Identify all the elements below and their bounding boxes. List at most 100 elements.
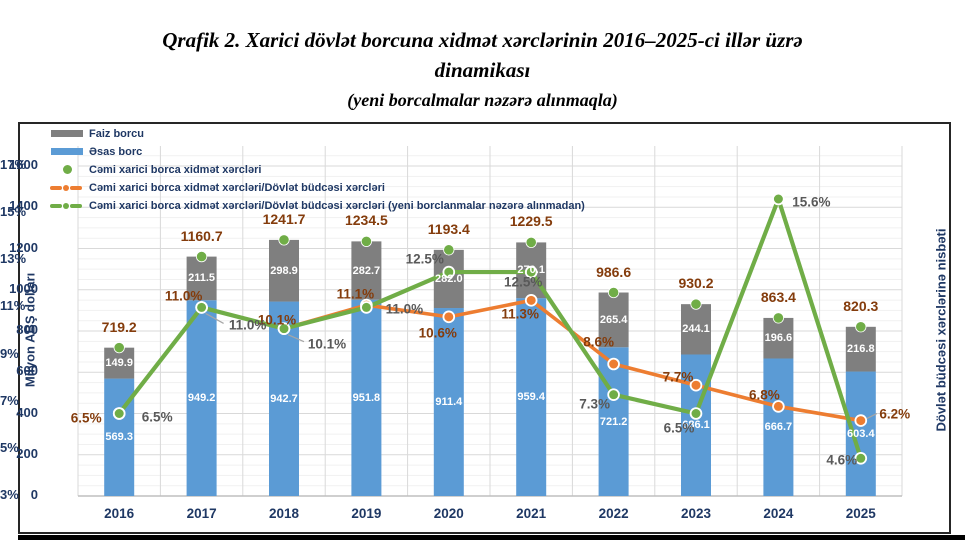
total-point-marker xyxy=(690,298,702,310)
orange-ratio-label: 10.1% xyxy=(257,312,297,328)
right-axis-tick: 17% xyxy=(0,157,27,172)
right-axis-tick: 15% xyxy=(0,204,27,220)
bar-faiz-borcu xyxy=(433,249,464,309)
legend-item: Cəmi xarici borca xidmət xərcləri/Dövlət… xyxy=(50,198,585,213)
total-value-label: 863.4 xyxy=(760,288,796,305)
orange-ratio-label: 6.8% xyxy=(749,387,780,403)
left-axis-tick: 800 xyxy=(16,322,38,337)
green-ratio-label: 4.6% xyxy=(826,452,858,468)
blue-segment-value: 666.7 xyxy=(764,421,793,434)
x-axis-year: 2019 xyxy=(351,506,382,521)
total-point-marker xyxy=(525,236,537,249)
x-axis-year: 2021 xyxy=(516,506,547,521)
total-value-label: 820.3 xyxy=(843,297,879,314)
total-value-label: 719.2 xyxy=(101,318,137,335)
legend-bar-swatch-icon xyxy=(50,130,84,137)
total-point-marker xyxy=(360,235,372,247)
right-axis-tick: 7% xyxy=(0,392,19,408)
bottom-rule xyxy=(18,535,965,540)
right-axis-title: Dövlət büdcəsi xərclərinə nisbəti xyxy=(933,228,949,432)
left-axis-tick: 1400 xyxy=(9,198,38,214)
gray-segment-value: 211.5 xyxy=(188,272,216,285)
x-axis-year: 2022 xyxy=(598,506,629,521)
total-value-label: 986.6 xyxy=(596,263,632,280)
bar-faiz-borcu xyxy=(598,292,629,348)
x-axis-year: 2017 xyxy=(186,506,217,521)
total-point-marker xyxy=(278,234,290,246)
gray-segment-value: 270.1 xyxy=(517,264,545,277)
right-axis-tick: 9% xyxy=(0,345,19,361)
gray-segment-value: 282.0 xyxy=(435,272,463,285)
green-ratio-label: 10.1% xyxy=(307,336,347,352)
blue-segment-value: 686.1 xyxy=(682,419,710,432)
gray-segment-value: 282.7 xyxy=(352,264,381,277)
leader-line xyxy=(205,312,224,324)
total-value-label: 1229.5 xyxy=(509,213,553,230)
legend-item-label: Əsas borc xyxy=(89,145,143,158)
total-value-label: 1241.7 xyxy=(262,210,306,227)
green-ratio-label: 12.5% xyxy=(504,274,543,290)
green-line-marker xyxy=(607,388,620,401)
blue-segment-value: 603.4 xyxy=(847,427,875,440)
legend-item-label: Faiz borcu xyxy=(89,127,145,140)
orange-line-marker xyxy=(442,310,456,324)
legend-dot-marker-icon xyxy=(50,165,84,174)
gray-segment-value: 196.6 xyxy=(764,332,793,345)
green-ratio-label: 6.5% xyxy=(663,420,695,435)
x-axis-year: 2016 xyxy=(104,506,135,521)
total-point-marker xyxy=(772,312,785,324)
bar-faiz-borcu xyxy=(681,304,711,355)
legend-item: Faiz borcu xyxy=(50,126,144,141)
bar-esas-borc xyxy=(516,298,547,496)
bar-esas-borc xyxy=(351,299,382,496)
x-axis-year: 2018 xyxy=(268,506,300,521)
orange-ratio-label: 11.1% xyxy=(336,286,375,302)
bar-faiz-borcu xyxy=(186,256,217,301)
bar-esas-borc xyxy=(763,358,794,496)
chart-title-line1: Qrafik 2. Xarici dövlət borcuna xidmət x… xyxy=(162,28,803,52)
green-ratio-label: 11.0% xyxy=(385,301,424,317)
total-value-label: 1193.4 xyxy=(427,220,470,237)
green-line-marker xyxy=(689,407,703,420)
orange-ratio-label: 11.0% xyxy=(164,288,203,304)
blue-segment-value: 942.7 xyxy=(270,392,298,405)
green-line-marker xyxy=(442,265,456,279)
left-axis-tick: 600 xyxy=(16,363,38,379)
gray-segment-value: 298.9 xyxy=(270,264,298,277)
bar-faiz-borcu xyxy=(351,241,382,300)
bar-esas-borc xyxy=(433,308,464,496)
left-axis-tick: 400 xyxy=(16,404,38,420)
green-ratio-label: 15.6% xyxy=(792,194,831,210)
orange-ratio-label: 8.6% xyxy=(583,334,614,350)
legend-item-label: Cəmi xarici borca xidmət xərcləri/Dövlət… xyxy=(89,199,585,212)
green-line-marker xyxy=(524,265,538,279)
legend-line-dot-icon xyxy=(50,202,84,209)
bar-faiz-borcu xyxy=(269,239,299,302)
blue-segment-value: 951.8 xyxy=(352,391,381,404)
orange-ratio-label: 11.3% xyxy=(501,306,539,322)
green-line-marker xyxy=(854,451,868,465)
orange-line-marker xyxy=(689,378,703,392)
legend-item: Cəmi xarici borca xidmət xərcləri/Dövlət… xyxy=(50,180,385,195)
bar-esas-borc xyxy=(186,300,217,496)
total-value-label: 930.2 xyxy=(678,275,714,292)
blue-segment-value: 911.4 xyxy=(435,396,463,408)
leader-line xyxy=(287,334,305,343)
leader-line xyxy=(866,413,878,420)
legend-item-label: Cəmi xarici borca xidmət xərcləri xyxy=(89,163,262,176)
legend-line-dot-icon xyxy=(50,184,84,191)
gray-segment-value: 244.1 xyxy=(682,323,710,336)
left-axis-tick: 200 xyxy=(16,445,38,461)
green-ratio-label: 12.5% xyxy=(405,251,444,267)
total-value-label: 1234.5 xyxy=(344,212,388,229)
orange-ratio-label: 6.5% xyxy=(70,410,102,425)
blue-segment-value: 569.3 xyxy=(105,431,133,444)
green-line-marker xyxy=(772,192,785,206)
chart-title-line2: dinamikası xyxy=(434,58,531,82)
bar-faiz-borcu xyxy=(845,326,876,372)
green-ratio-label: 7.3% xyxy=(579,396,610,412)
x-axis-year: 2024 xyxy=(763,506,794,521)
green-ratio-label: 6.5% xyxy=(141,409,173,424)
green-line-marker xyxy=(277,322,291,335)
